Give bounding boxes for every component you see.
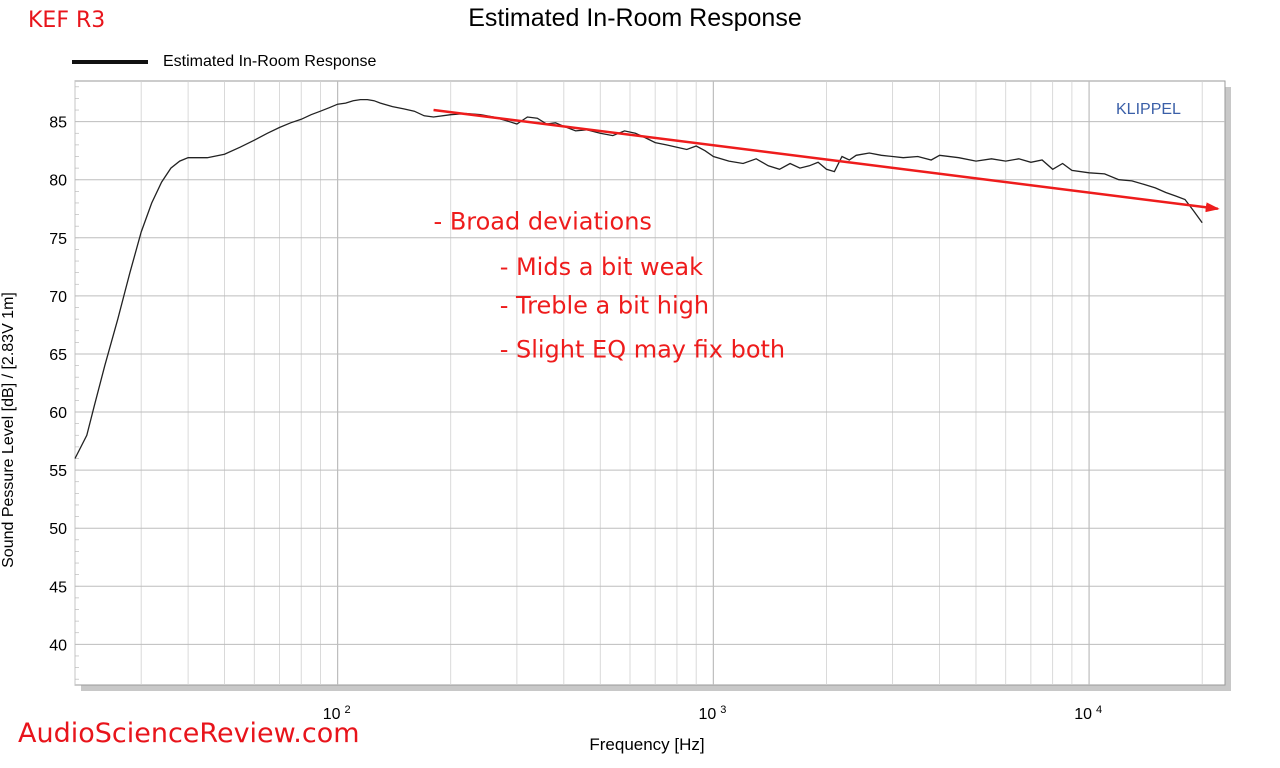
y-tick-label: 50 <box>49 521 67 538</box>
site-watermark: AudioScienceReview.com <box>18 718 360 749</box>
x-tick-exponent: 3 <box>720 704 726 716</box>
y-tick-label: 55 <box>49 463 67 480</box>
x-tick-exponent: 2 <box>345 704 351 716</box>
chart-title: Estimated In-Room Response <box>468 4 802 32</box>
x-tick-label: 10 <box>698 706 716 723</box>
y-tick-label: 75 <box>49 231 67 248</box>
series-line-estimated-in-room-response <box>74 98 1203 459</box>
trend-arrow <box>433 108 1220 213</box>
y-axis-label: Sound Pessure Level [dB] / [2.83V 1m] <box>0 292 17 568</box>
plot-area <box>74 80 1226 686</box>
x-axis: 10 2 10 3 10 4 <box>323 704 1102 723</box>
x-tick-label: 10 <box>1074 706 1092 723</box>
y-tick-label: 65 <box>49 347 67 364</box>
y-tick-label: 85 <box>49 115 67 132</box>
x-axis-label: Frequency [Hz] <box>589 735 704 754</box>
legend-label: Estimated In-Room Response <box>163 53 377 70</box>
grid <box>74 81 1225 685</box>
y-tick-label: 70 <box>49 289 67 306</box>
annotation-text: - Treble a bit high <box>500 291 709 319</box>
y-axis: 40 45 50 55 60 65 70 75 80 85 <box>49 115 67 655</box>
annotations: - Broad deviations - Mids a bit weak - Tre… <box>434 208 786 364</box>
y-tick-label: 40 <box>49 637 67 654</box>
brand-title: KEF R3 <box>28 8 106 33</box>
x-tick-exponent: 4 <box>1096 704 1102 716</box>
y-tick-label: 80 <box>49 173 67 190</box>
klippel-logo: KLIPPEL <box>1116 101 1181 118</box>
y-tick-label: 60 <box>49 405 67 422</box>
x-tick-label: 10 <box>323 706 341 723</box>
annotation-text: - Slight EQ may fix both <box>500 335 785 363</box>
annotation-text: - Mids a bit weak <box>500 253 703 281</box>
annotation-text: - Broad deviations <box>434 208 652 236</box>
y-tick-label: 45 <box>49 579 67 596</box>
